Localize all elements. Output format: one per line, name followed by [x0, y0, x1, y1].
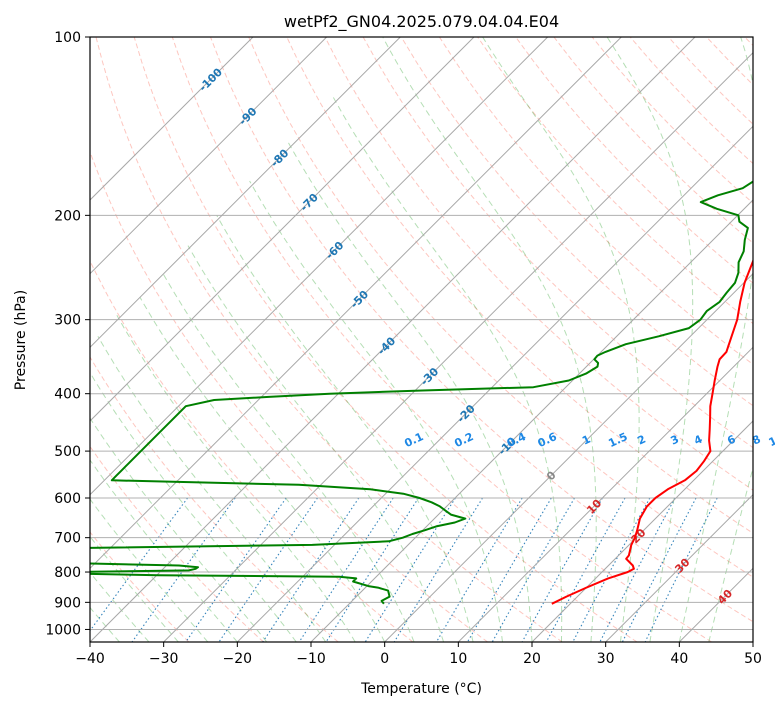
- moist-adiabat: [139, 297, 386, 642]
- isotherm-gridlines: [90, 37, 753, 642]
- dry-adiabat: [95, 37, 563, 642]
- x-tick-label: −20: [223, 651, 253, 667]
- moist-adiabat: [90, 371, 297, 642]
- dry-adiabat: [90, 150, 488, 642]
- x-tick-label: −30: [149, 651, 179, 667]
- isotherm-line: [90, 37, 696, 642]
- x-tick-label: 10: [449, 651, 467, 667]
- isotherm-line: [384, 272, 753, 642]
- plot-frame: [89, 36, 754, 643]
- y-tick-label: 600: [54, 491, 81, 507]
- isotherm-line: [90, 37, 254, 201]
- moist-adiabat: [382, 37, 597, 642]
- moist-adiabat: [90, 417, 268, 642]
- moist-adiabat: [162, 272, 415, 642]
- moist-adiabat: [249, 180, 503, 642]
- moist-adiabat: [187, 245, 445, 642]
- isotherm-line: [90, 37, 475, 422]
- y-tick-label: 700: [54, 531, 81, 547]
- dry-adiabat: [515, 37, 753, 284]
- temperature-line: [551, 258, 753, 605]
- mixing-ratio-line: [218, 497, 318, 642]
- y-tick-label: 800: [54, 565, 81, 581]
- mixing-ratio-line: [298, 497, 394, 642]
- dry-adiabat: [438, 37, 753, 366]
- dry-adiabat: [171, 37, 712, 642]
- mixing-ratio-line: [262, 497, 360, 642]
- isotherm-line: [163, 51, 753, 642]
- dry-adiabat: [210, 37, 753, 623]
- mixing-ratio-line: [599, 497, 676, 642]
- y-tick-label: 500: [54, 444, 81, 460]
- isotherm-line: [90, 37, 328, 275]
- isotherm-line: [310, 199, 753, 642]
- isotherm-line: [236, 125, 753, 642]
- dry-adiabat: [324, 37, 753, 491]
- moist-adiabat: [90, 498, 209, 642]
- mixing-ratio-line: [325, 497, 419, 642]
- mixing-ratio-line: [131, 497, 236, 642]
- isotherm-line: [90, 37, 549, 496]
- dry-adiabat: [90, 356, 339, 642]
- moist-adiabat: [678, 37, 753, 642]
- x-tick-label: 30: [597, 651, 615, 667]
- moist-adiabat: [708, 466, 753, 642]
- mixing-ratio-line: [364, 497, 456, 642]
- x-tick-label: 40: [670, 651, 688, 667]
- moist-adiabat: [97, 336, 327, 642]
- y-tick-label: 900: [54, 595, 81, 611]
- x-tick-label: 20: [523, 651, 541, 667]
- axis-ticks: −40 −30 −20 −10 0 10 20 30 40 50 100 200 300 400 500 60…: [45, 30, 762, 667]
- dry-adiabat: [248, 37, 753, 578]
- dry-adiabat: [133, 37, 638, 642]
- y-tick-label: 200: [54, 208, 81, 224]
- dry-adiabat: [90, 531, 190, 642]
- x-axis-label: Temperature (°C): [360, 681, 482, 697]
- pressure-gridlines: [90, 37, 753, 630]
- moist-adiabat: [606, 37, 694, 642]
- moist-adiabat: [116, 315, 356, 642]
- mixing-ratio-line: [185, 497, 287, 642]
- y-axis-label: Pressure (hPa): [13, 290, 29, 390]
- profile-lines: [90, 180, 753, 605]
- dry-adiabat: [400, 37, 753, 407]
- mixing-ratio-line: [467, 497, 552, 642]
- moist-adiabat: [482, 37, 640, 642]
- y-tick-label: 400: [54, 387, 81, 403]
- y-tick-label: 1000: [45, 622, 81, 638]
- x-tick-label: −10: [296, 651, 326, 667]
- dry-adiabat: [90, 445, 264, 642]
- chart-title: wetPf2_GN04.2025.079.04.04.E04: [284, 12, 559, 32]
- y-tick-label: 100: [54, 30, 81, 46]
- mixing-ratio-line: [621, 497, 697, 642]
- mixing-ratio-label: 10: [767, 431, 775, 449]
- isotherm-line: [90, 37, 401, 349]
- isotherm-line: [605, 493, 753, 642]
- moist-adiabat: [216, 215, 474, 642]
- x-tick-label: −40: [75, 651, 105, 667]
- dewpoint-line: [90, 180, 753, 605]
- isotherm-line: [457, 346, 753, 642]
- y-tick-label: 300: [54, 313, 81, 329]
- x-tick-label: 0: [380, 651, 389, 667]
- moist-adiabat: [90, 571, 150, 642]
- mixing-ratio-line: [393, 497, 483, 642]
- moist-adiabat: [331, 94, 563, 642]
- isotherm-line: [90, 37, 622, 570]
- x-tick-label: 50: [744, 651, 762, 667]
